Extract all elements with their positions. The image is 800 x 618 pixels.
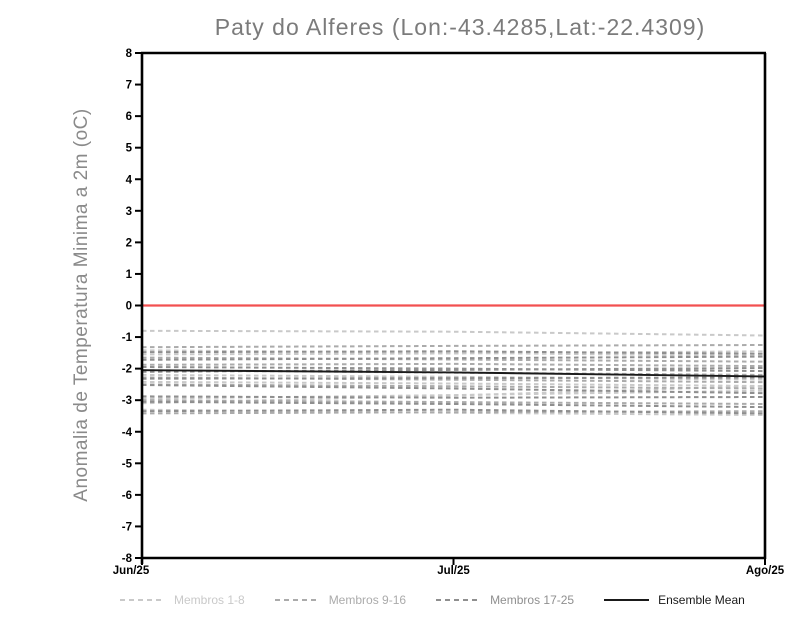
ensemble-member-line: [141, 355, 766, 361]
y-tick-label: 8: [126, 48, 133, 60]
ensemble-member-line: [141, 380, 766, 387]
legend-label: Ensemble Mean: [658, 593, 745, 607]
y-tick-label: 7: [126, 80, 132, 92]
solid-line-sample-icon: [604, 599, 650, 601]
legend-label: Membros 9-16: [328, 593, 407, 607]
legend: Membros 1-8 Membros 9-16 Membros 17-25 E…: [120, 592, 790, 608]
ensemble-member-line: [141, 362, 766, 368]
ensemble-member-line: [141, 395, 766, 399]
y-tick-label: -3: [122, 395, 132, 407]
dashed-line-sample-icon: [436, 599, 482, 601]
dashed-line-sample-icon: [274, 599, 320, 601]
ensemble-member-line: [141, 356, 766, 363]
ensemble-mean-line: [141, 369, 766, 378]
ensemble-member-line: [141, 329, 766, 337]
x-tick-label: Ago/25: [746, 565, 785, 577]
y-tick-label: -8: [122, 553, 133, 565]
ensemble-member-line: [141, 408, 766, 415]
x-tick-label: Jun/25: [113, 565, 150, 577]
y-tick-label: 4: [126, 174, 133, 186]
y-tick-label: 2: [126, 237, 132, 249]
legend-item-membros-9-16: Membros 9-16: [274, 593, 407, 607]
y-tick-label: -1: [122, 332, 133, 344]
y-tick-label: -4: [122, 427, 133, 439]
y-tick-label: 5: [126, 143, 133, 155]
x-tick-label: Jul/25: [437, 565, 470, 577]
chart-title: Paty do Alferes (Lon:-43.4285,Lat:-22.43…: [214, 14, 706, 40]
y-tick-label: 3: [126, 206, 132, 218]
y-tick-label: -6: [122, 490, 132, 502]
legend-item-membros-17-25: Membros 17-25: [436, 593, 574, 607]
ensemble-member-line: [141, 399, 766, 405]
dashed-line-sample-icon: [120, 599, 165, 601]
ensemble-member-line: [141, 376, 766, 380]
y-tick-label: 0: [126, 301, 132, 313]
y-tick-label: 6: [126, 111, 132, 123]
legend-label: Membros 1-8: [174, 593, 245, 607]
legend-item-membros-1-8: Membros 1-8: [120, 593, 245, 607]
legend-label: Membros 17-25: [490, 593, 575, 607]
y-tick-label: -5: [122, 458, 133, 470]
y-tick-label: -7: [122, 521, 132, 533]
y-tick-label: -2: [122, 364, 132, 376]
y-tick-label: 1: [126, 269, 133, 281]
ensemble-member-line: [141, 344, 766, 349]
legend-item-ensemble-mean: Ensemble Mean: [604, 593, 745, 607]
